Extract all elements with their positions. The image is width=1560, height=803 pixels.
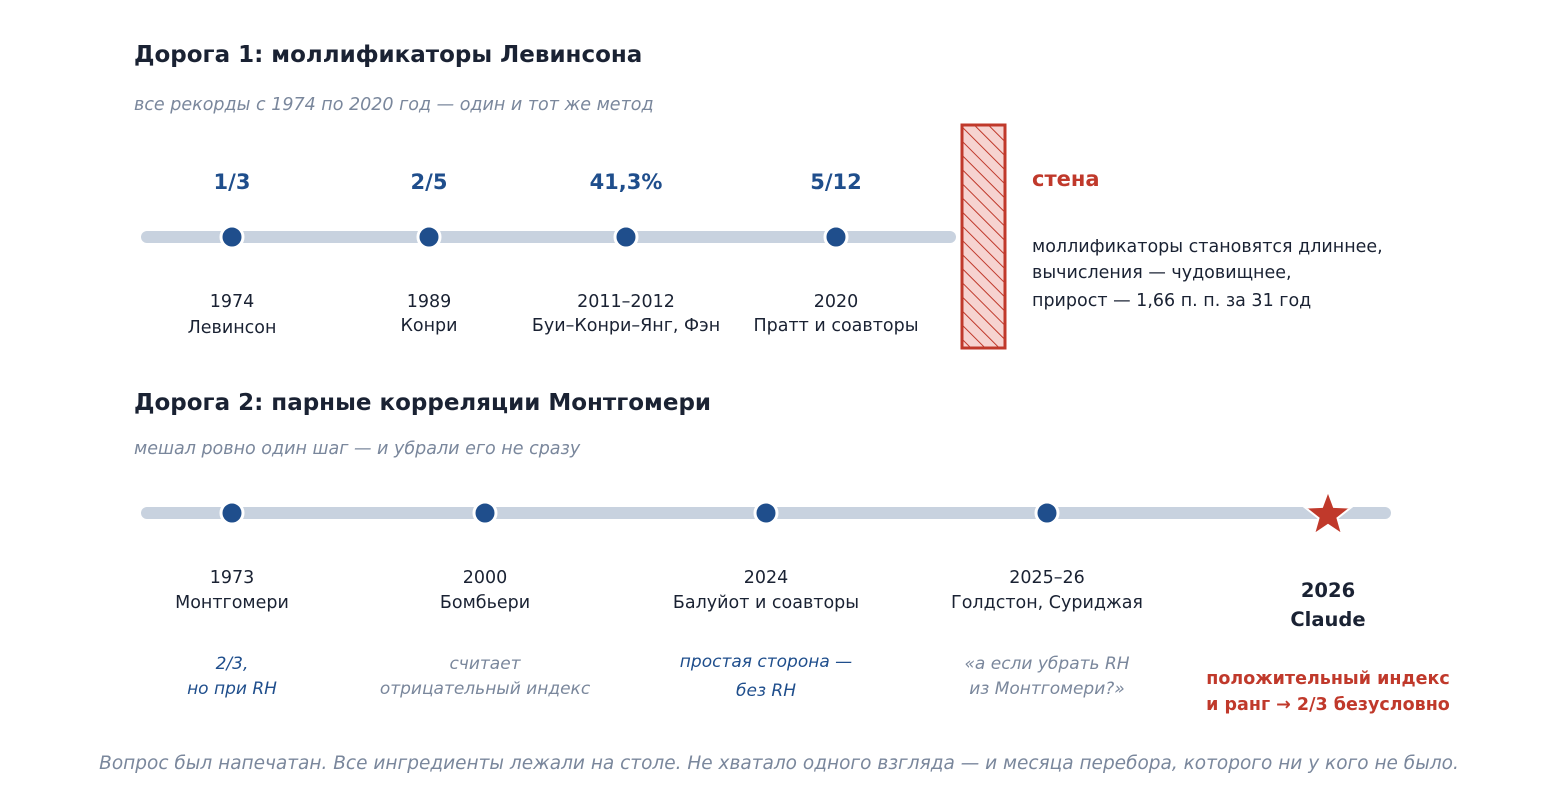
milestone-dot-icon xyxy=(219,500,245,526)
road-1-title: Дорога 1: моллификаторы Левинсона xyxy=(134,42,642,68)
wall-text-line: прирост — 1,66 п. п. за 31 год xyxy=(1032,291,1311,311)
milestone-year: 2020 xyxy=(814,292,859,312)
final-note: и ранг → 2/3 безусловно xyxy=(1206,695,1450,715)
milestone-dot-icon xyxy=(753,500,779,526)
milestone-author: Монтгомери xyxy=(175,593,289,613)
milestone-dot-icon xyxy=(219,224,245,250)
milestone-value: 1/3 xyxy=(214,170,251,194)
milestone-author: Балуйот и соавторы xyxy=(673,593,859,613)
milestone-value: 41,3% xyxy=(590,170,663,194)
milestone-year: 1974 xyxy=(210,292,255,312)
wall-text-line: вычисления — чудовищнее, xyxy=(1032,263,1292,283)
milestone-author: Левинсон xyxy=(188,318,277,338)
road-1-milestone: 5/12 2020 Пратт и соавторы xyxy=(753,170,918,336)
road-1-subtitle: все рекорды с 1974 по 2020 год — один и … xyxy=(134,95,654,115)
milestone-dot-icon xyxy=(416,224,442,250)
road-2-title: Дорога 2: парные корреляции Монтгомери xyxy=(134,390,711,416)
milestone-note: 2/3, xyxy=(216,654,249,674)
footer-caption: Вопрос был напечатан. Все ингредиенты ле… xyxy=(99,753,1459,774)
star-icon xyxy=(1302,488,1354,537)
road-2-milestone: 1973 Монтгомери 2/3, но при RH xyxy=(175,500,289,699)
wall-text-line: моллификаторы становятся длиннее, xyxy=(1032,237,1383,257)
milestone-year: 2024 xyxy=(744,568,789,588)
milestone-dot-icon xyxy=(472,500,498,526)
milestone-year: 1973 xyxy=(210,568,255,588)
milestone-author: Голдстон, Суриджая xyxy=(951,593,1143,613)
milestone-note: из Монтгомери?» xyxy=(969,679,1125,699)
milestone-note: отрицательный индекс xyxy=(380,679,591,699)
milestone-author: Пратт и соавторы xyxy=(753,316,918,336)
final-year: 2026 xyxy=(1301,579,1355,602)
milestone-year: 2000 xyxy=(463,568,508,588)
milestone-value: 5/12 xyxy=(810,170,862,194)
milestone-year: 2025–26 xyxy=(1009,568,1085,588)
milestone-note: без RH xyxy=(736,681,796,701)
milestone-dot-icon xyxy=(823,224,849,250)
road-1-milestone: 41,3% 2011–2012 Буи–Конри–Янг, Фэн xyxy=(532,170,720,336)
road-1-milestone: 2/5 1989 Конри xyxy=(400,170,457,336)
milestone-value: 2/5 xyxy=(411,170,448,194)
milestone-author: Конри xyxy=(400,316,457,336)
road-2-milestone: 2024 Балуйот и соавторы простая сторона … xyxy=(673,500,859,701)
road-2-subtitle: мешал ровно один шаг — и убрали его не с… xyxy=(134,439,581,459)
milestone-author: Бомбьери xyxy=(440,593,530,613)
road-1-milestone: 1/3 1974 Левинсон xyxy=(188,170,277,338)
final-author: Claude xyxy=(1290,608,1365,631)
milestone-year: 1989 xyxy=(407,292,452,312)
hatched-wall-icon xyxy=(960,123,1007,350)
milestone-note: но при RH xyxy=(187,679,277,699)
milestone-note: считает xyxy=(449,654,521,674)
milestone-year: 2011–2012 xyxy=(577,292,675,312)
milestone-note: «а если убрать RH xyxy=(964,654,1129,674)
road-2-milestone: 2025–26 Голдстон, Суриджая «а если убрат… xyxy=(951,500,1143,699)
final-note: положительный индекс xyxy=(1206,669,1449,689)
road-2-final-milestone: 2026 Claude положительный индекс и ранг … xyxy=(1206,488,1450,715)
wall-title: стена xyxy=(1032,167,1100,191)
milestone-note: простая сторона — xyxy=(680,652,852,672)
milestone-dot-icon xyxy=(613,224,639,250)
milestone-dot-icon xyxy=(1034,500,1060,526)
milestone-author: Буи–Конри–Янг, Фэн xyxy=(532,316,720,336)
road-2-milestone: 2000 Бомбьери считает отрицательный инде… xyxy=(380,500,591,699)
